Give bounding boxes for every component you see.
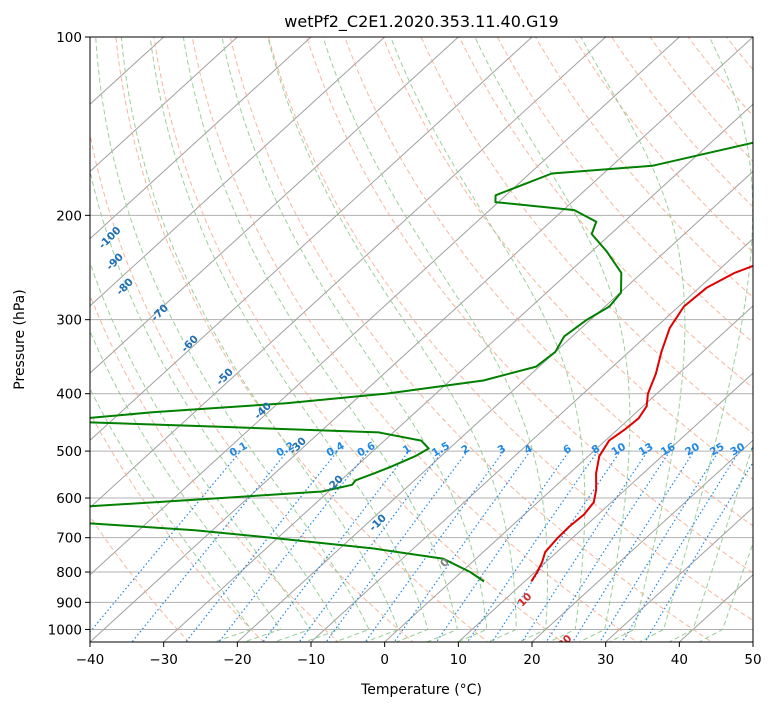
mixing-ratio-line [364,450,505,642]
plot-frame [89,36,754,643]
dry-adiabat-line [344,37,753,527]
x-tick-label: 10 [450,652,467,668]
x-axis-ticks: −40 −30 −20 −10 0 10 20 30 40 50 [76,642,762,668]
dry-adiabat-lines [90,37,753,642]
dry-adiabat-line [90,515,190,642]
isotherm-line [90,37,607,509]
dry-adiabat-line [90,131,414,642]
x-axis-label: Temperature (°C) [360,682,482,698]
dry-adiabat-line [611,37,753,208]
dry-adiabat-line [153,37,564,642]
mixing-ratio-line [491,450,621,642]
dry-adiabat-line [267,37,753,622]
y-tick-label: 300 [56,313,82,329]
moist-adiabat-line [390,37,586,642]
isotherm-line [310,237,753,642]
mixing-ratio-line [131,450,289,642]
dry-adiabat-line [382,37,753,481]
mixing-ratio-line [599,450,720,642]
mixing-ratio-line [521,450,649,642]
pressure-gridlines [90,37,753,630]
moist-adiabat-line [267,37,517,642]
y-tick-label: 400 [56,387,82,403]
isotherm-line [457,372,753,642]
mixing-ratio-line [644,461,753,642]
dry-adiabat-line [90,293,339,642]
mixing-ratio-line [262,450,410,642]
moist-adiabat-line [90,387,252,642]
x-tick-label: −40 [76,652,105,668]
y-axis-label: Pressure (hPa) [12,289,28,389]
y-tick-label: 1000 [48,622,82,638]
mixing-ratio-label: 36 [749,441,768,459]
isotherm-lines [90,37,753,642]
moist-adiabat-line [95,37,370,642]
mixing-ratio-lines [90,450,753,642]
isotherm-line [90,37,681,576]
dry-adiabat-line [535,37,753,298]
y-tick-label: 100 [56,30,82,46]
isotherm-line [90,37,312,240]
moist-adiabat-line [182,37,458,642]
isotherm-line [604,506,753,642]
x-tick-label: −30 [149,652,178,668]
dry-adiabat-line [420,37,753,435]
moist-adiabat-lines [90,37,753,642]
isotherm-line [383,305,753,642]
x-tick-label: −10 [297,652,326,668]
x-tick-label: 0 [380,652,389,668]
temperature-profile-line [530,264,753,583]
mixing-ratio-line [185,450,339,642]
y-tick-label: 200 [56,208,82,224]
y-tick-label: 900 [56,595,82,611]
isotherm-line [236,170,753,642]
dry-adiabat-label: 20 [556,633,575,652]
moist-adiabat-line [638,37,753,642]
moist-adiabat-line [322,37,548,642]
isotherm-line [90,37,753,642]
moist-adiabat-line [580,37,686,642]
y-tick-label: 600 [56,491,82,507]
dry-adiabat-line [649,37,753,163]
isotherm-line [162,103,753,642]
dry-adiabat-line [229,37,713,642]
mixing-ratio-line [621,450,740,642]
x-tick-label: −20 [223,652,252,668]
mixing-ratio-line [545,450,671,642]
moist-adiabat-line [474,37,631,642]
dry-adiabat-line [115,37,489,642]
isotherm-line [90,37,386,307]
moist-adiabat-line [90,329,282,642]
y-axis-ticks: 100 200 300 400 500 600 700 800 900 1000 [48,30,90,638]
y-tick-label: 500 [56,444,82,460]
x-tick-label: 20 [523,652,540,668]
moist-adiabat-line [120,37,400,642]
y-tick-label: 800 [56,565,82,581]
mixing-ratio-line [466,450,599,642]
plot-area: 0.10.20.40.611.52346810131620253036-100-… [90,37,768,652]
dry-adiabat-line [191,37,638,642]
chart-title: wetPf2_C2E1.2020.353.11.40.G19 [284,12,558,32]
isotherm-line [90,37,533,442]
isotherm-line [90,37,239,173]
x-tick-label: 30 [597,652,614,668]
dry-adiabat-line [573,37,753,253]
x-tick-label: 50 [744,652,761,668]
isotherm-line [531,439,753,642]
dry-adiabat-line [496,37,753,344]
isotherm-line [90,37,460,374]
y-tick-label: 700 [56,531,82,547]
dry-adiabat-line [458,37,753,389]
moist-adiabat-line [90,169,341,642]
mixing-ratio-line [572,450,695,642]
sounding-profiles [90,141,753,583]
x-tick-label: 40 [671,652,688,668]
dewpoint-profile-line [90,141,753,583]
mixing-ratio-line [393,450,531,642]
moist-adiabat-line [221,37,488,642]
